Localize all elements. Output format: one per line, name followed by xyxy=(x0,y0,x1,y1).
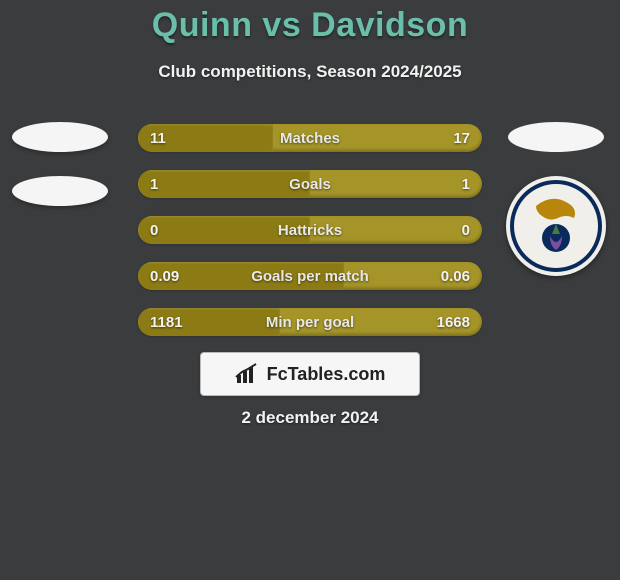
stat-right-value: 1668 xyxy=(437,308,470,336)
stat-right-value: 0 xyxy=(462,216,470,244)
stat-left-value: 0.09 xyxy=(150,262,179,290)
stat-bar-4: 1181Min per goal1668 xyxy=(138,308,482,336)
page-title: Quinn vs Davidson xyxy=(0,6,620,45)
stat-bar-2: 0Hattricks0 xyxy=(138,216,482,244)
right-player-badges xyxy=(500,122,612,276)
source-logo-text: FcTables.com xyxy=(267,364,386,385)
stat-left-value: 11 xyxy=(150,124,166,152)
stat-bars: 11Matches17 1Goals1 0Hattricks0 0.09Goals p… xyxy=(138,124,482,336)
stat-bar-left-fill xyxy=(138,170,310,198)
left-badge-2 xyxy=(12,176,108,206)
left-badge-1 xyxy=(12,122,108,152)
subtitle: Club competitions, Season 2024/2025 xyxy=(0,62,620,82)
right-badge-1 xyxy=(508,122,604,152)
source-logo[interactable]: FcTables.com xyxy=(200,352,420,396)
stat-left-value: 1181 xyxy=(150,308,183,336)
crest-icon xyxy=(506,176,606,276)
stat-bar-3: 0.09Goals per match0.06 xyxy=(138,262,482,290)
left-player-badges xyxy=(12,122,108,206)
right-club-crest xyxy=(506,176,606,276)
comparison-card: Quinn vs Davidson Club competitions, Sea… xyxy=(0,0,620,580)
bar-chart-icon xyxy=(235,363,261,385)
stat-bar-left-fill xyxy=(138,216,310,244)
stat-left-value: 0 xyxy=(150,216,158,244)
stat-bar-1: 1Goals1 xyxy=(138,170,482,198)
stat-right-value: 17 xyxy=(453,124,470,152)
stat-right-value: 1 xyxy=(462,170,470,198)
stat-left-value: 1 xyxy=(150,170,158,198)
stat-bar-0: 11Matches17 xyxy=(138,124,482,152)
stat-right-value: 0.06 xyxy=(441,262,470,290)
date-label: 2 december 2024 xyxy=(0,408,620,428)
